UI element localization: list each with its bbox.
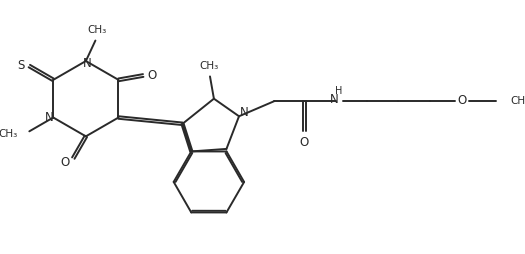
Text: O: O (300, 135, 309, 148)
Text: N: N (45, 110, 54, 123)
Text: O: O (148, 69, 156, 82)
Text: CH₃: CH₃ (510, 96, 525, 105)
Text: N: N (83, 57, 92, 70)
Text: CH₃: CH₃ (0, 128, 18, 138)
Text: O: O (458, 94, 467, 107)
Text: CH₃: CH₃ (87, 25, 106, 35)
Text: S: S (17, 59, 24, 72)
Text: H: H (334, 86, 342, 96)
Text: CH₃: CH₃ (199, 61, 218, 71)
Text: N: N (330, 93, 339, 106)
Text: N: N (239, 105, 248, 118)
Text: O: O (60, 156, 69, 169)
